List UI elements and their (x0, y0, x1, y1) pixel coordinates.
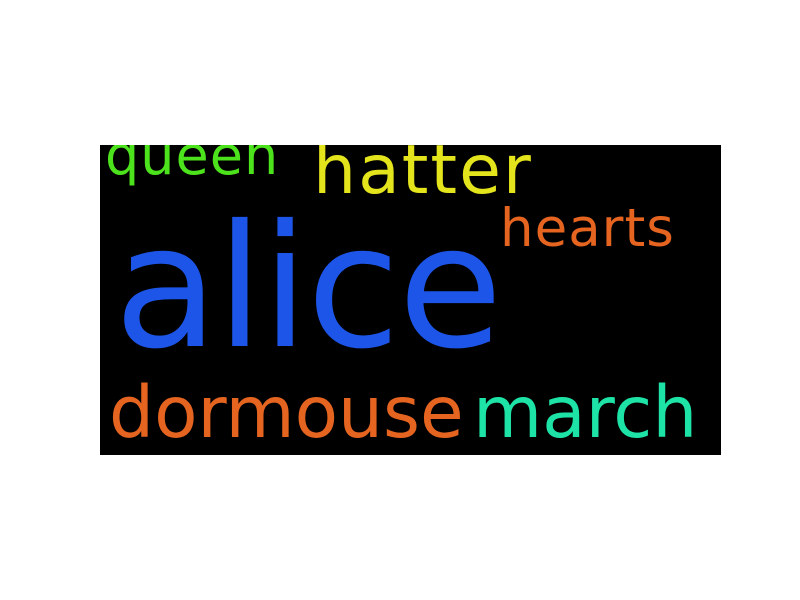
word-hearts: hearts (500, 198, 675, 259)
word-march: march (473, 371, 698, 454)
word-hatter: hatter (313, 145, 533, 210)
word-alice: alice (114, 189, 503, 387)
word-cloud: alice queen hatter hearts dormouse march (100, 145, 721, 455)
word-dormouse: dormouse (109, 371, 464, 454)
word-queen: queen (105, 145, 280, 187)
